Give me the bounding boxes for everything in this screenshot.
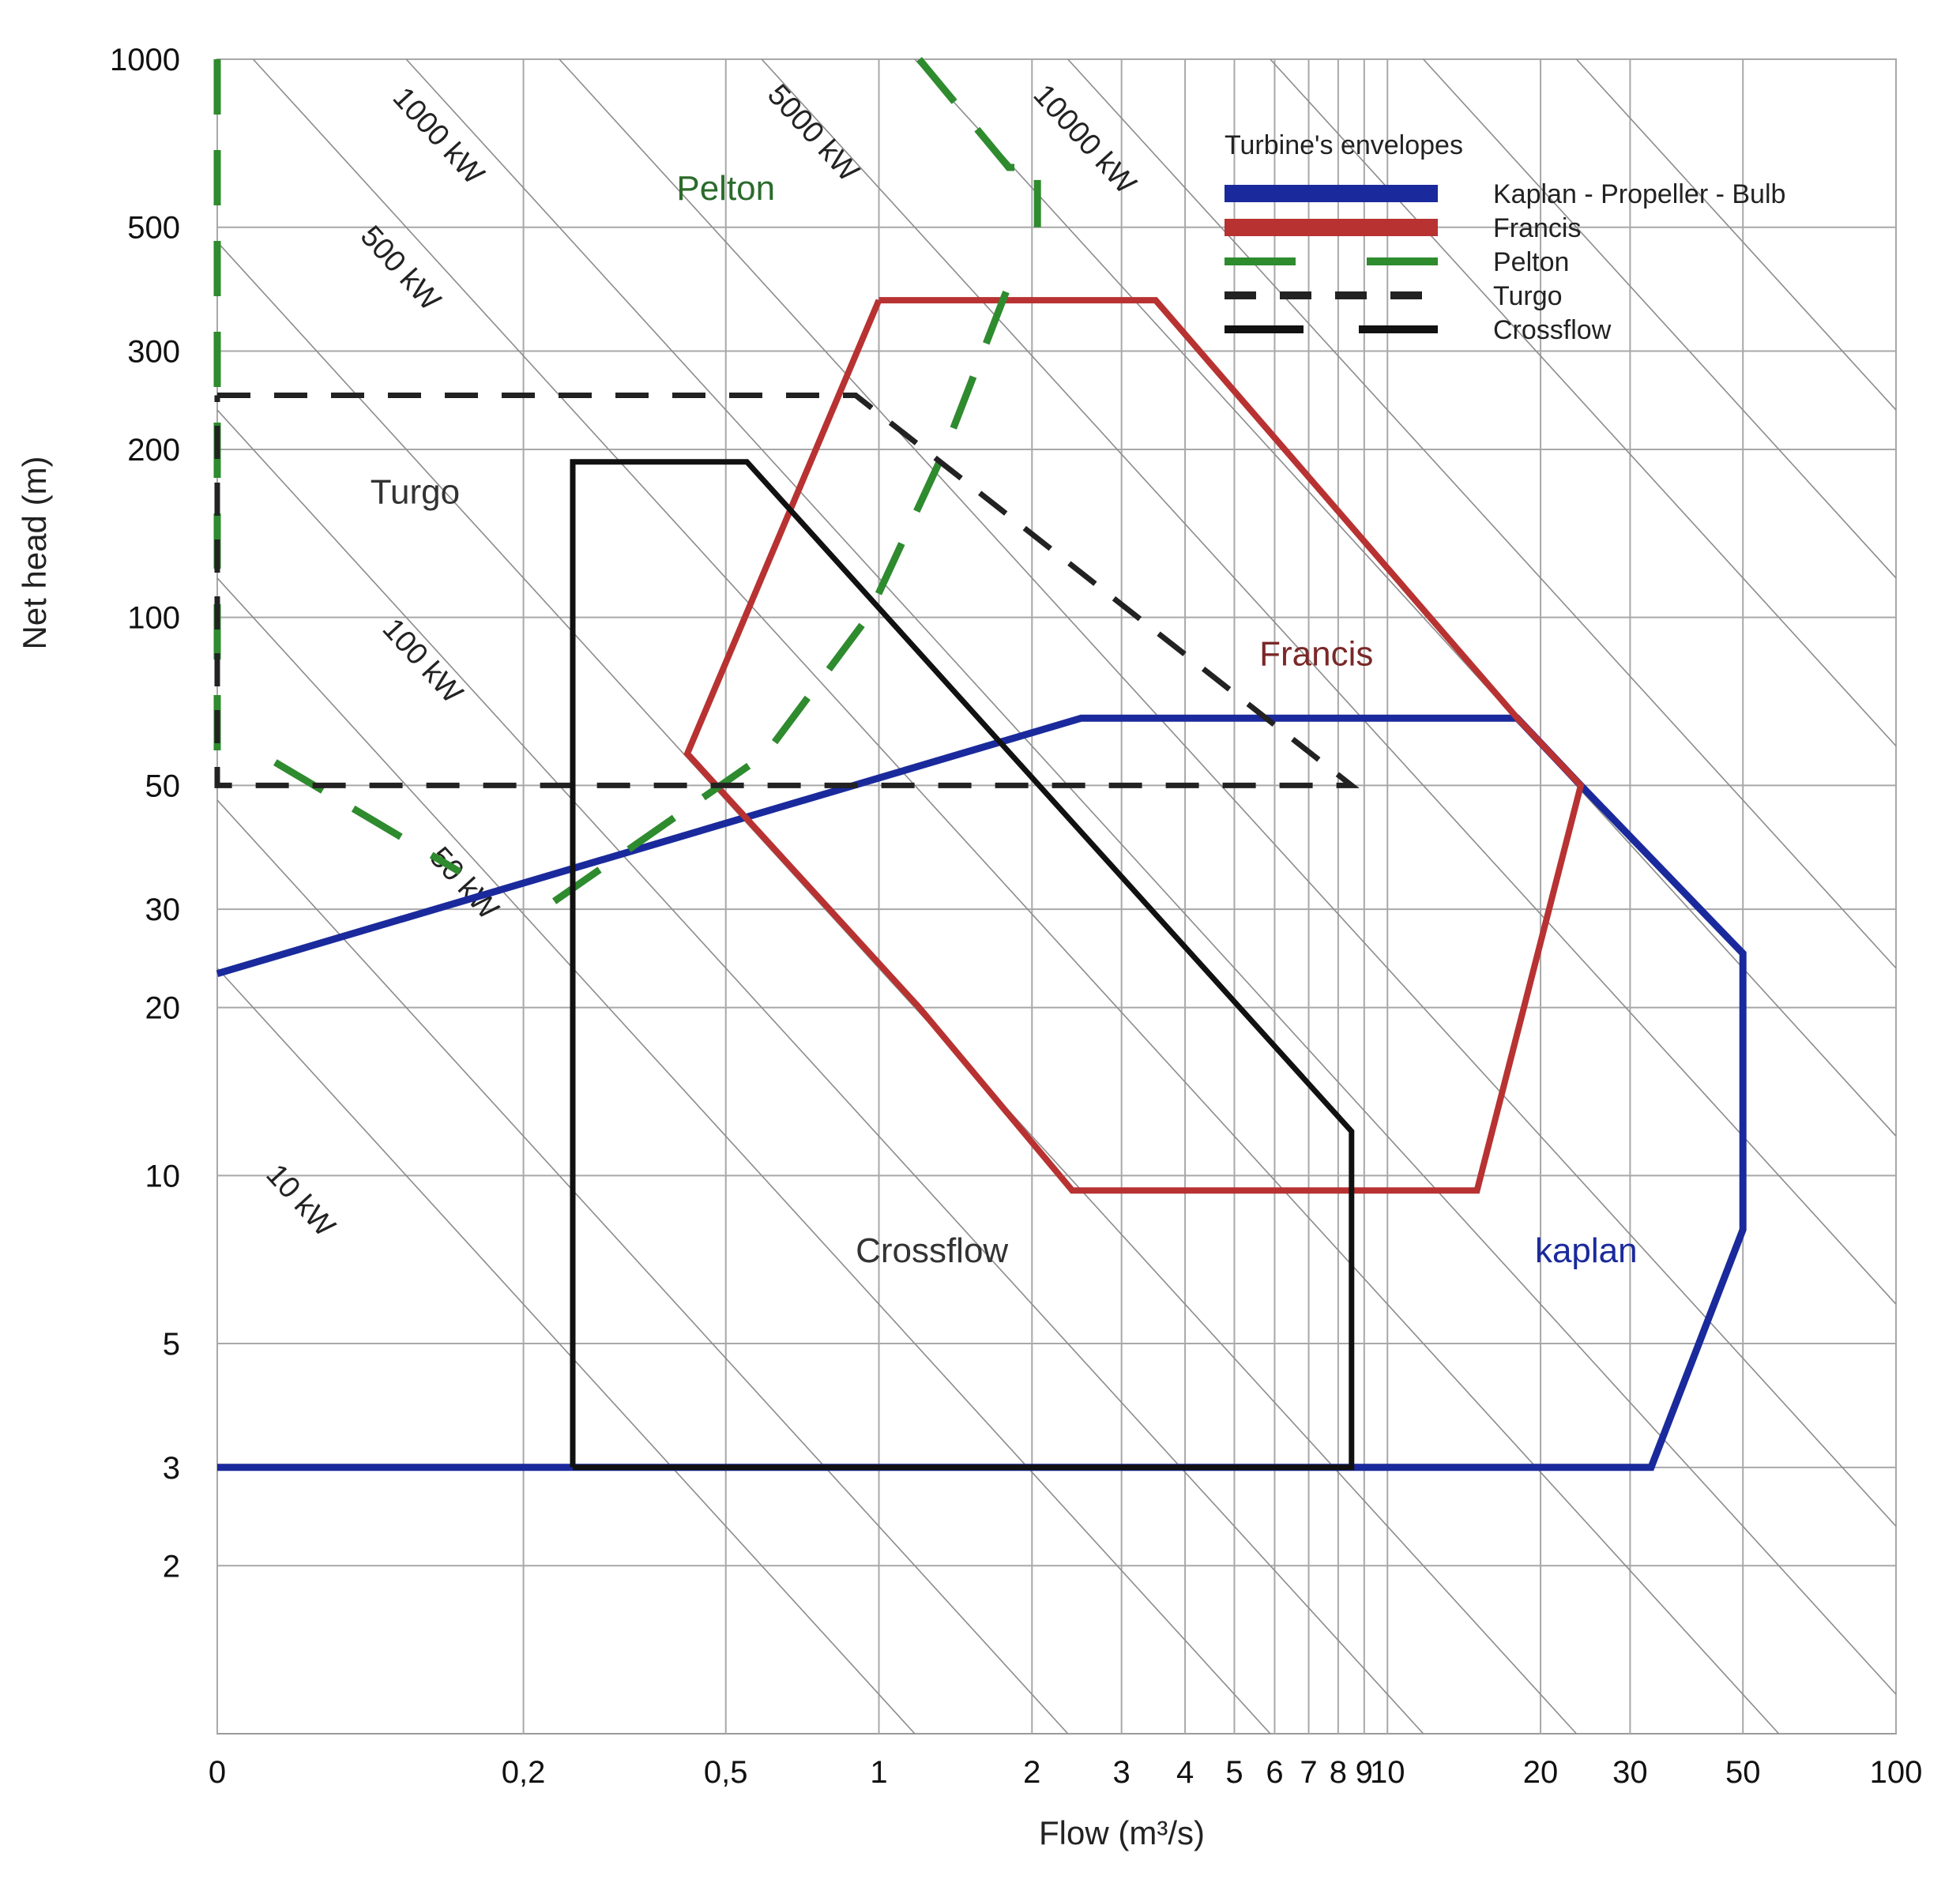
- x-tick-label: 1: [870, 1755, 887, 1790]
- x-tick-label: 7: [1300, 1755, 1317, 1790]
- legend-label: Turgo: [1493, 281, 1563, 311]
- legend-label: Kaplan - Propeller - Bulb: [1493, 179, 1785, 209]
- power-line-label: 5000 kW: [761, 78, 865, 188]
- x-tick-label: 0,5: [704, 1755, 748, 1790]
- region-label: kaplan: [1535, 1231, 1638, 1270]
- series-line-crossflow: [570, 459, 1355, 1471]
- y-tick-label: 100: [127, 601, 180, 636]
- y-tick-label: 5: [163, 1327, 180, 1362]
- power-line: [216, 409, 1424, 1735]
- series-line-pelton: [916, 57, 1041, 227]
- power-line: [761, 58, 1897, 1305]
- power-line-label: 10000 kW: [1027, 78, 1142, 201]
- power-line-label: 100 kW: [376, 612, 469, 710]
- y-tick-label: 50: [145, 769, 181, 803]
- power-line: [216, 799, 1069, 1735]
- x-tick-label: 2: [1023, 1755, 1040, 1790]
- legend-label: Crossflow: [1493, 315, 1612, 345]
- x-tick-label: 20: [1523, 1755, 1559, 1790]
- power-line: [216, 968, 916, 1735]
- x-tick-label: 30: [1612, 1755, 1648, 1790]
- x-tick-label: 3: [1113, 1755, 1130, 1790]
- power-line: [216, 241, 1578, 1735]
- axis-ticks: 0 0,2 0,5 1 2 3 4 5 6 7 8 910 20 30 50 1002351020305010…: [110, 43, 1922, 1790]
- y-axis-label: Net head (m): [16, 456, 53, 649]
- power-line: [252, 58, 1780, 1735]
- series-line-kaplan: [216, 714, 1747, 1471]
- x-axis-label: Flow (m³/s): [1039, 1814, 1205, 1851]
- y-tick-label: 20: [145, 991, 181, 1026]
- region-label: Crossflow: [856, 1231, 1008, 1270]
- power-line: [559, 58, 1897, 1527]
- region-label: Turgo: [371, 472, 460, 511]
- x-tick-label: 0: [209, 1755, 226, 1790]
- power-line: [216, 577, 1271, 1735]
- power-line-label: 10 kW: [259, 1158, 341, 1243]
- x-tick-label: 4: [1176, 1755, 1194, 1790]
- x-tick-label: 0,2: [502, 1755, 546, 1790]
- region-labels: Pelton Turgo Francis Crossflow kaplan: [371, 169, 1638, 1270]
- x-tick-label: 8: [1330, 1755, 1347, 1790]
- legend-title: Turbine's envelopes: [1225, 130, 1463, 160]
- series-line-francis: [683, 297, 1585, 1194]
- y-tick-label: 300: [127, 335, 180, 370]
- y-tick-label: 500: [127, 211, 180, 246]
- power-line: [1575, 58, 1897, 411]
- legend-label: Pelton: [1493, 247, 1569, 277]
- series-line-pelton: [273, 759, 462, 875]
- x-tick-label: 10: [1370, 1755, 1405, 1790]
- x-tick-label: 6: [1266, 1755, 1283, 1790]
- power-line-label: 1000 kW: [386, 81, 491, 191]
- power-line: [1067, 58, 1897, 969]
- power-line: [405, 58, 1897, 1695]
- y-tick-label: 3: [163, 1451, 180, 1486]
- legend-label: Francis: [1493, 213, 1581, 243]
- y-tick-label: 10: [145, 1159, 181, 1193]
- x-tick-label: 9: [1356, 1755, 1373, 1790]
- series-line-turgo: [214, 393, 1360, 788]
- x-tick-label: 100: [1870, 1755, 1923, 1790]
- legend: Turbine's envelopes Kaplan - Propeller - …: [1225, 130, 1785, 345]
- power-line: [1423, 58, 1897, 579]
- x-tick-label: 5: [1225, 1755, 1243, 1790]
- region-label: Pelton: [676, 169, 775, 208]
- power-line-label: 500 kW: [354, 220, 447, 318]
- power-line: [1270, 58, 1897, 747]
- series-line-pelton: [552, 268, 1018, 904]
- power-line: [914, 58, 1897, 1137]
- envelope-series: [213, 57, 1747, 1471]
- region-label: Francis: [1259, 635, 1373, 674]
- x-tick-label: 50: [1725, 1755, 1761, 1790]
- y-tick-label: 1000: [110, 43, 180, 77]
- y-tick-label: 2: [163, 1549, 180, 1584]
- y-tick-label: 30: [145, 893, 181, 927]
- y-tick-label: 200: [127, 433, 180, 468]
